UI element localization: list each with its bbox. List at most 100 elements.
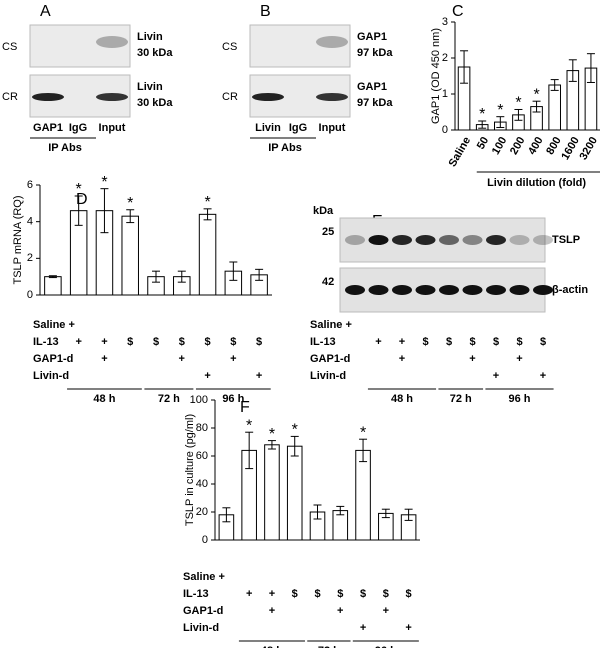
group-label: 96 h <box>222 393 244 405</box>
group-label: 48 h <box>391 393 413 405</box>
y-tick-label: 0 <box>202 534 208 546</box>
lane-label: IgG <box>69 122 87 134</box>
band <box>415 285 436 295</box>
error-bar <box>74 195 83 226</box>
band <box>96 36 128 48</box>
x-tick-label: 400 <box>526 135 546 157</box>
error-bar <box>152 270 160 283</box>
treatment-mark: + <box>375 336 381 348</box>
y-tick-label: 1 <box>442 88 448 100</box>
treatment-label: Saline + <box>310 319 352 331</box>
group-label: IP Abs <box>268 142 302 154</box>
error-bar <box>267 440 276 450</box>
error-bar <box>290 435 299 457</box>
band <box>486 285 506 295</box>
treatment-mark: + <box>516 353 522 365</box>
band <box>486 235 506 245</box>
band-label: Livin <box>137 31 163 43</box>
treatment-mark: $ <box>179 336 185 348</box>
panel-label: C <box>452 3 464 20</box>
treatment-mark: + <box>246 588 252 600</box>
error-bar <box>404 508 413 521</box>
error-bar <box>245 431 254 470</box>
error-bar <box>478 120 487 129</box>
error-bar <box>460 50 469 84</box>
treatment-mark: $ <box>422 336 428 348</box>
treatment-label: GAP1-d <box>33 353 73 365</box>
treatment-mark: $ <box>406 588 412 600</box>
x-tick-label: 200 <box>508 135 528 157</box>
bar <box>198 213 217 296</box>
panel-label: B <box>260 3 271 20</box>
error-bar <box>336 505 345 516</box>
row-label: CS <box>2 41 17 53</box>
error-bar <box>222 507 231 523</box>
band-label: β-actin <box>552 284 588 296</box>
band-size: 30 kDa <box>137 97 173 109</box>
y-tick-label: 4 <box>27 216 33 228</box>
y-tick-label: 80 <box>196 422 208 434</box>
treatment-label: IL-13 <box>310 336 336 348</box>
lane-label: Livin <box>255 122 281 134</box>
mw-label: 25 <box>322 226 334 238</box>
treatment-mark: + <box>337 605 343 617</box>
treatment-mark: $ <box>540 336 546 348</box>
treatment-mark: + <box>75 336 81 348</box>
error-bar <box>203 208 212 221</box>
group-label: 48 h <box>93 393 115 405</box>
row-label: CS <box>222 41 237 53</box>
band <box>439 235 459 245</box>
error-bar <box>586 53 595 83</box>
treatment-mark: $ <box>337 588 343 600</box>
treatment-mark: $ <box>204 336 210 348</box>
band-label: GAP1 <box>357 81 387 93</box>
treatment-mark: $ <box>314 588 320 600</box>
band <box>392 235 412 245</box>
x-tick-label: 50 <box>475 135 492 152</box>
treatment-label: Livin-d <box>33 370 69 382</box>
band <box>462 285 483 295</box>
y-axis-label: GAP1 (OD 450 nm) <box>430 28 442 124</box>
error-bar <box>313 504 322 520</box>
treatment-label: Saline + <box>33 319 75 331</box>
error-bar <box>359 438 368 463</box>
band <box>509 235 530 245</box>
error-bar <box>48 275 57 279</box>
treatment-mark: + <box>269 605 275 617</box>
band <box>533 235 553 245</box>
significance: * <box>269 426 275 443</box>
treatment-mark: + <box>269 588 275 600</box>
treatment-mark: $ <box>383 588 389 600</box>
treatment-mark: + <box>101 336 107 348</box>
significance: * <box>127 195 133 212</box>
y-tick-label: 3 <box>442 16 448 28</box>
group-label: 96 h <box>508 393 530 405</box>
significance: * <box>533 86 539 103</box>
group-label: 72 h <box>318 645 340 648</box>
treatment-mark: + <box>256 370 262 382</box>
row-label: CR <box>2 91 18 103</box>
treatment-mark: + <box>360 622 366 634</box>
unit-label: kDa <box>313 205 334 217</box>
band-label: Livin <box>137 81 163 93</box>
treatment-label: Livin-d <box>310 370 346 382</box>
band-size: 97 kDa <box>357 97 393 109</box>
y-axis-label: TSLP in culture (pg/ml) <box>184 414 196 526</box>
y-tick-label: 0 <box>27 289 33 301</box>
error-bar <box>496 116 505 128</box>
error-bar <box>100 188 109 234</box>
band-label: GAP1 <box>357 31 387 43</box>
treatment-mark: $ <box>516 336 522 348</box>
treatment-mark: + <box>540 370 546 382</box>
band <box>345 235 365 245</box>
row-label: CR <box>222 91 238 103</box>
error-bar <box>255 268 264 281</box>
y-tick-label: 40 <box>196 478 208 490</box>
significance: * <box>479 106 485 123</box>
band-size: 97 kDa <box>357 47 393 59</box>
group-label: 48 h <box>261 645 283 648</box>
group-label: 72 h <box>450 393 472 405</box>
group-label: 72 h <box>158 393 180 405</box>
treatment-label: IL-13 <box>33 336 59 348</box>
